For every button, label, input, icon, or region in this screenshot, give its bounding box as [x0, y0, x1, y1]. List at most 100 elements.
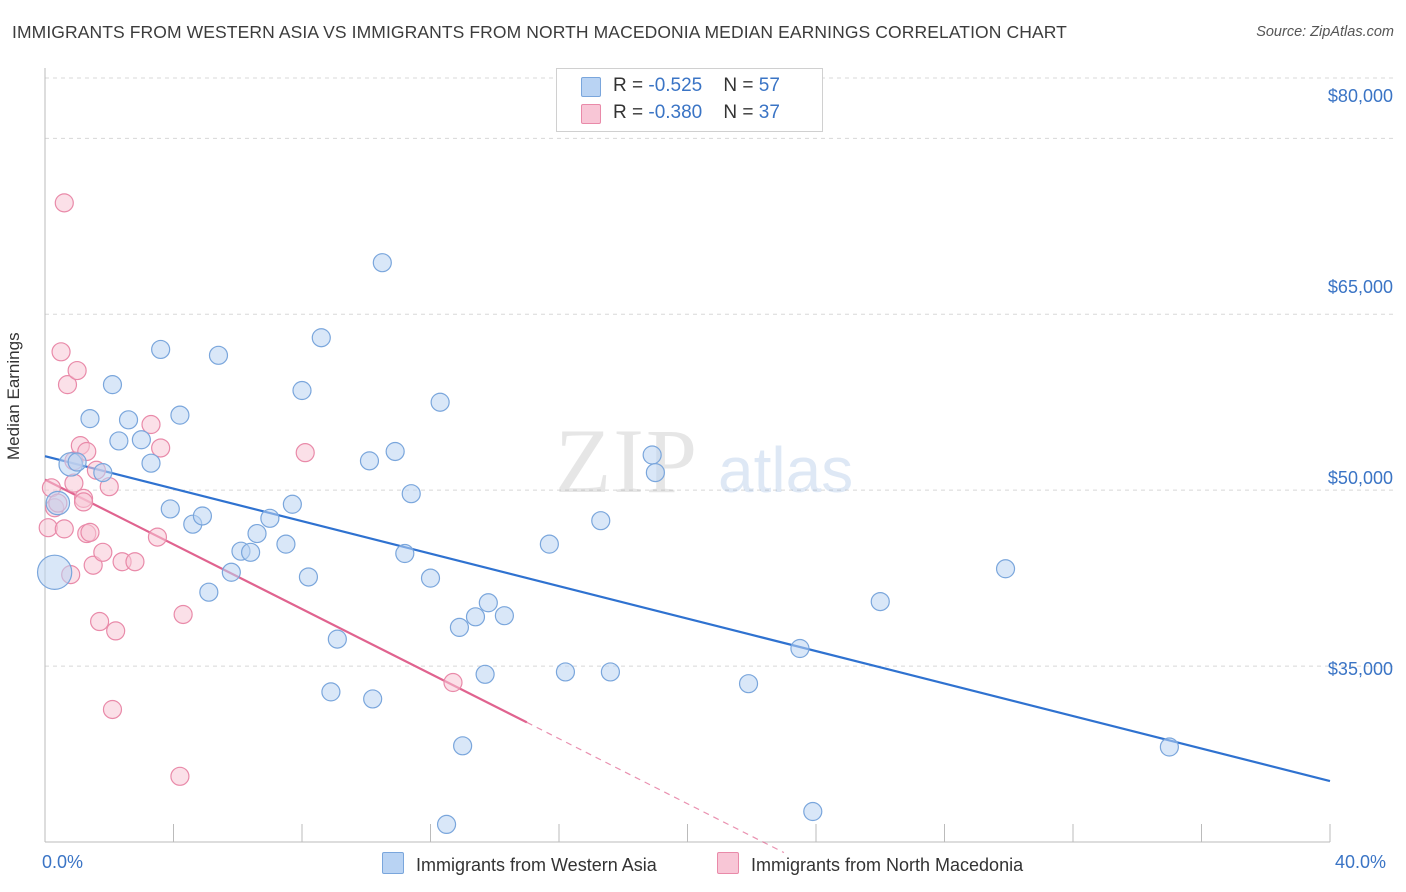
data-point-western-asia: [151, 339, 171, 360]
y-tick-65000: $65,000: [1327, 277, 1393, 297]
data-point-north-macedonia: [141, 414, 161, 435]
stats-legend: R = -0.525 N = 57 R = -0.380 N = 37: [556, 68, 823, 132]
data-point-western-asia: [385, 441, 405, 462]
data-point-western-asia: [276, 534, 296, 554]
data-point-western-asia: [642, 445, 662, 465]
data-point-north-macedonia: [106, 621, 126, 641]
data-point-north-macedonia: [54, 519, 74, 539]
data-point-western-asia: [478, 593, 498, 613]
data-point-western-asia: [555, 662, 576, 682]
data-point-north-macedonia: [102, 699, 123, 720]
data-point-western-asia: [80, 409, 100, 429]
y-tick-50000: $50,000: [1327, 468, 1393, 488]
data-point-western-asia: [870, 591, 890, 612]
legend-n-label: N =: [723, 102, 759, 123]
legend-r-value: -0.525: [648, 75, 703, 96]
data-point-western-asia: [192, 506, 213, 526]
data-point-north-macedonia: [83, 555, 103, 575]
data-point-western-asia: [321, 682, 341, 702]
data-point-western-asia: [372, 253, 392, 273]
data-point-western-asia: [494, 606, 514, 626]
data-point-western-asia: [282, 494, 302, 514]
bottom-legend-swatch-pink: [717, 852, 739, 874]
data-point-western-asia: [160, 499, 180, 519]
chart-title: IMMIGRANTS FROM WESTERN ASIA VS IMMIGRAN…: [12, 22, 1067, 42]
legend-swatch-pink: [581, 104, 601, 124]
source-label: Source: ZipAtlas.com: [1256, 24, 1394, 40]
data-point-western-asia: [1159, 737, 1179, 757]
data-point-western-asia: [131, 430, 151, 450]
data-point-western-asia: [67, 452, 87, 472]
data-point-western-asia: [420, 568, 441, 588]
bottom-legend-label: Immigrants from North Macedonia: [751, 855, 1024, 875]
data-point-north-macedonia: [93, 542, 113, 562]
data-point-north-macedonia: [151, 438, 171, 458]
data-point-western-asia: [790, 638, 810, 659]
data-point-western-asia: [260, 508, 280, 528]
legend-swatch-blue: [581, 77, 601, 97]
data-point-western-asia: [247, 523, 267, 544]
legend-r-value: -0.380: [648, 102, 703, 123]
trend-line-north-macedonia-extension: [526, 721, 785, 854]
data-point-western-asia: [292, 380, 312, 401]
legend-n-value: 37: [758, 102, 780, 123]
data-point-western-asia: [93, 462, 113, 483]
series-north-macedonia: [38, 193, 463, 786]
data-point-western-asia: [395, 543, 415, 564]
data-point-western-asia: [465, 607, 486, 627]
data-point-north-macedonia: [125, 552, 145, 572]
data-point-western-asia: [36, 554, 73, 590]
x-tick-max: 40.0%: [1335, 852, 1387, 872]
watermark-atlas: atlas: [718, 434, 853, 506]
data-point-western-asia: [803, 801, 823, 822]
data-point-western-asia: [453, 736, 473, 756]
data-point-western-asia: [45, 490, 71, 516]
axes: [44, 68, 1331, 843]
data-point-north-macedonia: [90, 611, 110, 632]
watermark: ZIP atlas: [555, 410, 853, 512]
data-point-north-macedonia: [173, 604, 193, 625]
legend-n-label: N =: [723, 75, 759, 96]
data-point-north-macedonia: [57, 375, 78, 395]
legend-r-label: R =: [613, 75, 649, 96]
data-point-western-asia: [449, 617, 470, 637]
data-point-western-asia: [118, 410, 139, 430]
data-point-north-macedonia: [147, 527, 168, 547]
data-point-western-asia: [109, 431, 129, 451]
data-point-western-asia: [591, 511, 611, 531]
data-point-western-asia: [311, 328, 331, 348]
data-point-north-macedonia: [443, 672, 463, 693]
watermark-zip: ZIP: [555, 410, 699, 512]
data-point-north-macedonia: [73, 492, 94, 512]
trend-lines: [44, 455, 1331, 854]
data-point-western-asia: [645, 462, 665, 483]
data-point-north-macedonia: [54, 193, 74, 213]
data-point-western-asia: [995, 559, 1016, 579]
data-point-western-asia: [401, 484, 421, 504]
data-point-western-asia: [436, 814, 457, 835]
data-point-western-asia: [363, 689, 383, 709]
data-point-western-asia: [141, 453, 161, 473]
data-point-western-asia: [539, 534, 559, 554]
data-point-north-macedonia: [67, 360, 87, 381]
data-point-north-macedonia: [170, 766, 190, 786]
bottom-legend-north-macedonia: Immigrants from North Macedonia: [717, 852, 1023, 876]
bottom-legend-swatch-blue: [382, 852, 404, 874]
y-tick-35000: $35,000: [1327, 659, 1393, 679]
legend-n-value: 57: [758, 75, 780, 96]
x-tick-min: 0.0%: [42, 852, 84, 872]
data-point-western-asia: [298, 567, 319, 587]
data-point-north-macedonia: [38, 518, 58, 538]
data-point-western-asia: [327, 629, 347, 649]
y-axis-label: Median Earnings: [4, 332, 23, 460]
bottom-legend-label: Immigrants from Western Asia: [416, 855, 657, 875]
data-point-western-asia: [475, 664, 495, 684]
legend-r-label: R =: [613, 102, 649, 123]
data-point-western-asia: [199, 582, 219, 602]
data-point-western-asia: [738, 674, 759, 694]
data-point-north-macedonia: [295, 443, 315, 463]
data-point-western-asia: [170, 405, 190, 425]
bottom-legend-western-asia: Immigrants from Western Asia: [382, 852, 657, 876]
y-tick-80000: $80,000: [1327, 86, 1393, 106]
